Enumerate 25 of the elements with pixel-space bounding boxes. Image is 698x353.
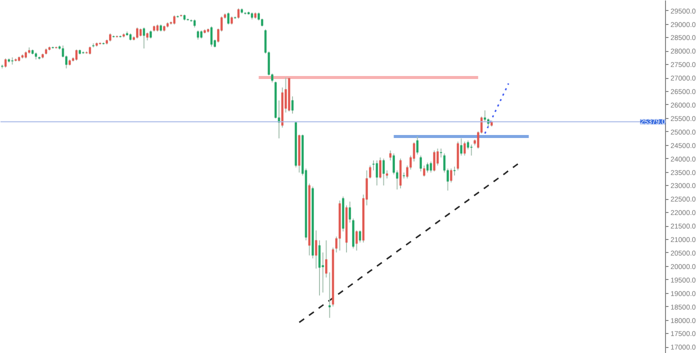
candlestick <box>291 96 294 114</box>
candlestick <box>356 230 358 252</box>
candlestick <box>136 26 138 40</box>
candlestick <box>142 26 146 49</box>
candlestick <box>389 150 392 161</box>
candlestick <box>358 230 362 243</box>
candlestick <box>210 26 213 48</box>
candlestick <box>470 144 472 156</box>
candlestick <box>237 8 240 20</box>
candlestick <box>382 158 385 186</box>
candlestick <box>75 49 78 62</box>
candlestick <box>227 12 230 26</box>
candlestick <box>426 162 429 174</box>
candlestick <box>376 160 378 186</box>
candlestick <box>173 14 176 26</box>
candlestick <box>450 168 452 183</box>
candlestick <box>460 138 462 156</box>
candlestick <box>484 110 486 122</box>
line-series <box>298 162 520 324</box>
candlestick <box>433 150 436 172</box>
candlestick <box>196 30 200 40</box>
candlestick <box>430 161 432 174</box>
candlestick <box>464 141 466 156</box>
candlestick <box>4 58 7 68</box>
line-series <box>484 82 510 134</box>
